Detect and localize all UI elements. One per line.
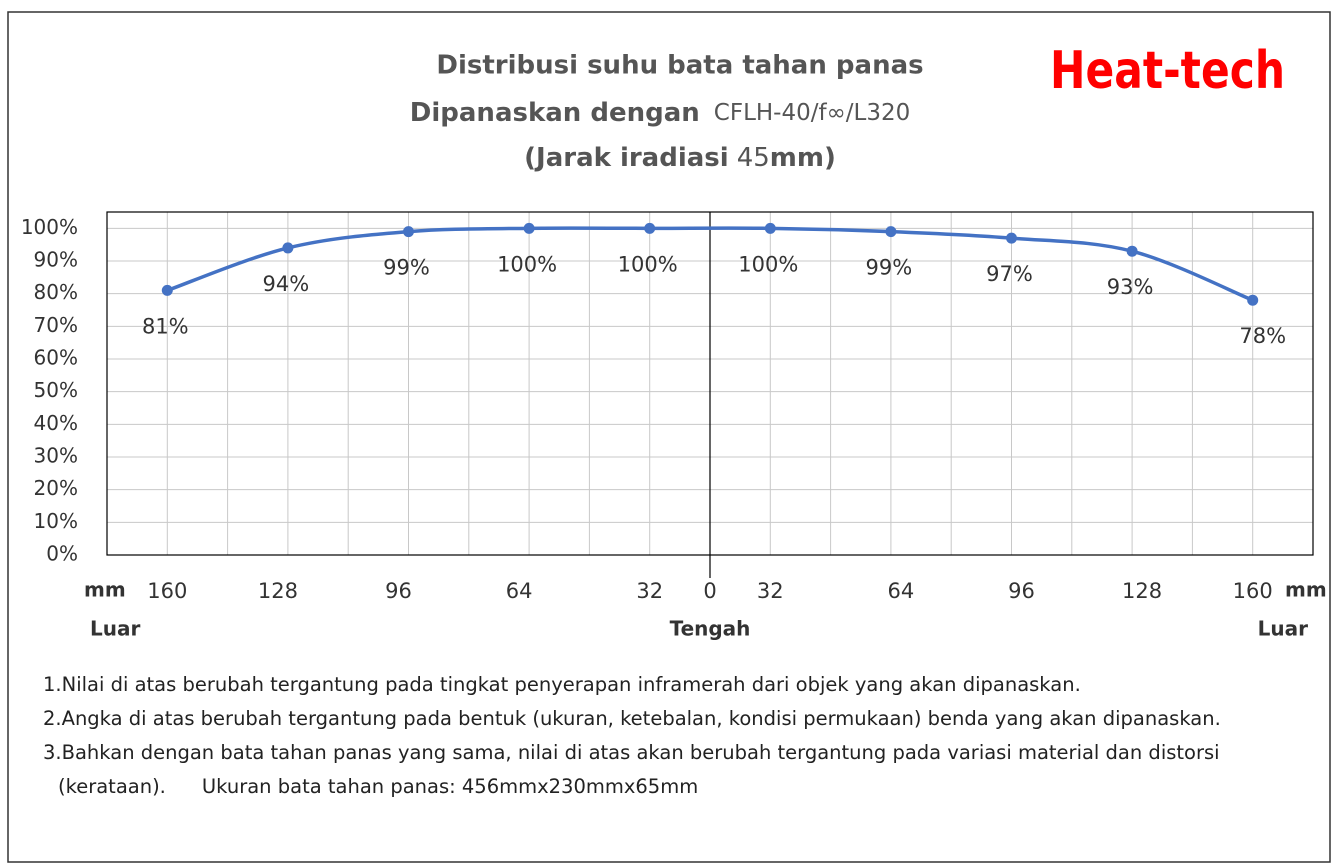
data-point [1247,294,1259,306]
x-tick-label: 64 [506,579,533,603]
size-note: Ukuran bata tahan panas: 456mmx230mmx65m… [201,775,699,798]
data-point [885,226,897,238]
chart-title: Distribusi suhu bata tahan panas [436,51,923,81]
note: 1.Nilai di atas berubah tergantung pada … [43,673,1081,696]
data-label: 99% [383,256,430,280]
y-tick-label: 70% [34,313,78,337]
x-tick-label: 64 [888,579,915,603]
frame [7,11,1331,863]
subtitle-bold: Dipanaskan dengan [410,98,700,128]
data-point [282,242,294,254]
data-point [764,222,776,234]
distance-open: (Jarak iradiasi [524,143,729,173]
logo: Heat-tech [1050,41,1285,101]
notes: 1.Nilai di atas berubah tergantung pada … [30,668,1320,804]
data-point [523,222,535,234]
y-tick-label: 10% [34,509,78,533]
note: 2.Angka di atas berubah tergantung pada … [43,707,1221,730]
x-tick-label: 32 [757,579,784,603]
x-tick-label: 128 [258,579,298,603]
x-tick-label: 0 [703,579,716,603]
left-label: Luar [90,617,140,641]
x-tick-label: 160 [1233,579,1273,603]
y-tick-label: 50% [34,378,78,402]
data-label: 93% [1107,275,1154,299]
data-label: 81% [142,314,189,338]
data-label: 97% [986,262,1033,286]
data-line [166,226,1254,302]
y-tick-label: 80% [34,280,78,304]
data-point [1006,232,1017,244]
y-tick-label: 40% [34,411,78,435]
subtitle-model: CFLH-40/f∞/L320 [714,100,910,126]
data-point [1126,245,1138,257]
y-tick-label: 60% [34,346,78,370]
data-label: 99% [866,256,913,280]
y-tick-label: 0% [46,542,78,566]
y-tick-label: 30% [34,444,78,468]
right-label: Luar [1258,617,1308,641]
x-tick-label: 96 [1008,579,1035,603]
data-label: 100% [497,252,557,276]
note: 3.Bahkan dengan bata tahan panas yang sa… [30,736,1320,804]
y-tick-label: 20% [34,476,78,500]
chart-subtitle: Dipanaskan dengan CFLH-40/f∞/L320 [410,98,910,128]
data-label: 94% [263,272,310,296]
x-tick-label: 160 [147,579,187,603]
note-text: 3.Bahkan dengan bata tahan panas yang sa… [43,741,1220,798]
x-unit: mm [1285,578,1327,602]
data-point [644,222,656,234]
center-label: Tengah [670,617,751,641]
distance-note: (Jarak iradiasi 45mm) [524,143,836,173]
y-tick-label: 90% [34,248,78,272]
data-point [161,284,173,296]
x-unit: mm [84,578,126,602]
data-point [403,226,414,238]
data-label: 100% [618,252,678,276]
x-tick-label: 96 [385,579,412,603]
distance-value: 45 [737,143,770,173]
y-tick-label: 100% [21,215,78,239]
x-tick-label: 128 [1122,579,1162,603]
data-label: 78% [1239,324,1286,348]
x-tick-label: 32 [636,579,663,603]
distance-close: mm) [770,143,836,173]
data-label: 100% [738,252,798,276]
